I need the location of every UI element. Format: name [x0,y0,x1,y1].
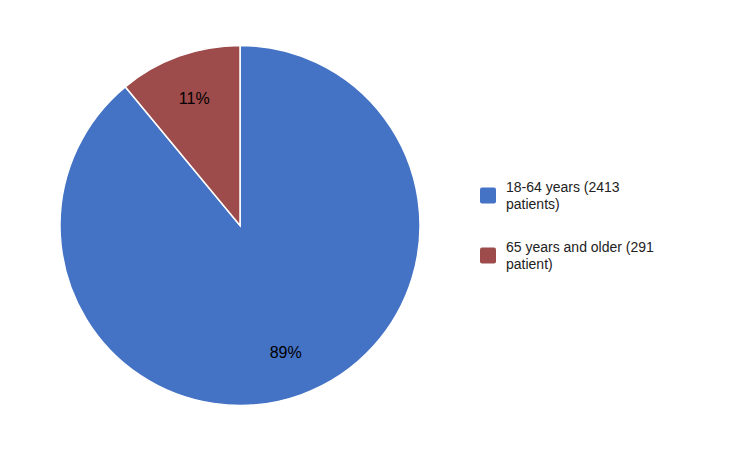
legend-label: 65 years and older (291patient) [506,239,654,272]
pie-slice [125,46,240,226]
legend-swatch [480,188,496,204]
data-label: 11% [179,90,210,107]
legend: 18-64 years (2413patients) 65 years and o… [480,179,654,272]
chart-container: 89% 11% 18-64 years (2413patients) 65 years… [0,0,752,451]
pie-slice [60,46,420,406]
pie [60,46,420,406]
legend-swatch [480,248,496,264]
data-labels: 89% 11% [179,90,302,361]
chart: 89% 11% 18-64 years (2413patients) 65 years… [0,0,752,451]
data-label: 89% [270,344,302,361]
legend-label: 18-64 years (2413patients) [506,179,620,212]
